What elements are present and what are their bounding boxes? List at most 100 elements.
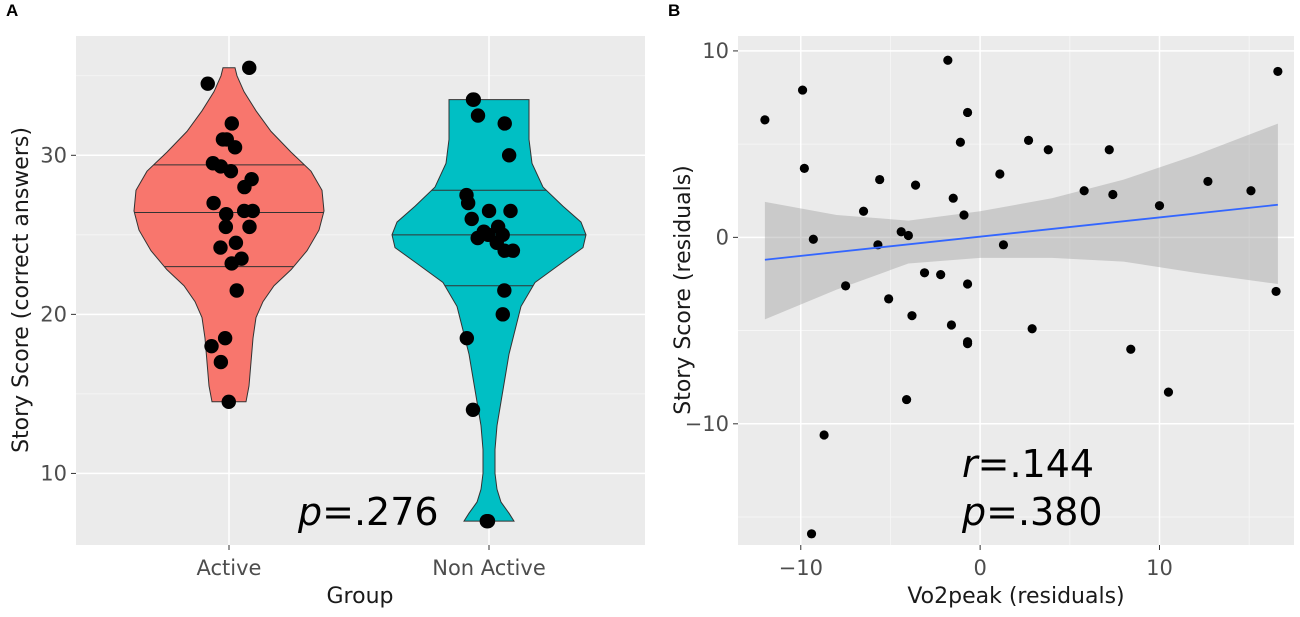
panel-b-r-symbol: r bbox=[962, 442, 980, 486]
panel-b-r-number: =.144 bbox=[978, 442, 1094, 486]
data-point bbox=[459, 331, 475, 346]
x-tick-label: 10 bbox=[1146, 556, 1173, 580]
data-point bbox=[998, 240, 1009, 250]
data-point bbox=[1203, 176, 1213, 187]
data-point bbox=[236, 203, 252, 219]
data-point bbox=[460, 195, 476, 211]
data-point bbox=[495, 307, 510, 322]
panel-b-r-value: r=.144 bbox=[962, 442, 1094, 486]
panel-b-y-ticks: −10 0 10 bbox=[685, 39, 738, 436]
panel-b-p-symbol: p bbox=[961, 490, 986, 534]
data-point bbox=[219, 206, 234, 222]
panel-a-p-symbol: p bbox=[297, 490, 322, 534]
panel-a-letter: A bbox=[6, 1, 18, 20]
x-tick-label: 0 bbox=[973, 556, 986, 580]
y-tick-label: 0 bbox=[716, 225, 729, 249]
panel-a-p-value: p=.276 bbox=[297, 490, 439, 534]
data-point bbox=[466, 92, 482, 107]
data-point bbox=[875, 174, 885, 185]
panel-a-x-axis-title: Group bbox=[327, 584, 394, 609]
data-point bbox=[799, 163, 809, 173]
data-point bbox=[204, 338, 219, 354]
y-tick-label: −10 bbox=[685, 412, 729, 436]
data-point bbox=[497, 243, 512, 258]
data-point bbox=[959, 210, 969, 220]
data-point bbox=[465, 402, 481, 417]
x-tick-label: Non Active bbox=[432, 556, 546, 580]
panel-b-y-axis-title: Story Score (residuals) bbox=[671, 165, 696, 415]
x-tick-label: Active bbox=[197, 556, 262, 580]
data-point bbox=[907, 311, 917, 321]
data-point bbox=[242, 60, 257, 76]
data-point bbox=[1023, 135, 1034, 146]
data-point bbox=[1246, 186, 1256, 196]
data-point bbox=[200, 76, 215, 91]
data-point bbox=[218, 219, 234, 235]
y-tick-label: 10 bbox=[40, 461, 67, 485]
data-point bbox=[819, 430, 829, 440]
data-point bbox=[1104, 145, 1114, 155]
data-point bbox=[229, 283, 244, 298]
panel-b: B −10 0 10 −10 0 10 Vo2peak (residuals) Stor… bbox=[668, 1, 1294, 609]
violin-active bbox=[133, 67, 325, 403]
data-point bbox=[217, 331, 233, 346]
data-point bbox=[919, 268, 930, 278]
data-point bbox=[503, 203, 518, 219]
data-point bbox=[962, 107, 973, 118]
data-point bbox=[946, 320, 957, 330]
data-point bbox=[223, 164, 239, 179]
data-point bbox=[206, 195, 221, 211]
data-point bbox=[995, 169, 1005, 179]
data-point bbox=[228, 235, 244, 250]
data-point bbox=[797, 85, 808, 95]
data-point bbox=[1043, 145, 1053, 155]
data-point bbox=[1079, 186, 1089, 196]
data-point bbox=[841, 281, 851, 291]
data-point bbox=[470, 230, 485, 246]
panel-a-y-axis-title: Story Score (correct answers) bbox=[9, 127, 34, 453]
data-point bbox=[962, 339, 973, 349]
data-point bbox=[903, 230, 913, 241]
data-point bbox=[213, 354, 229, 370]
y-tick-label: 30 bbox=[40, 143, 67, 167]
data-point bbox=[884, 294, 894, 304]
panel-a-y-ticks: 10 20 30 bbox=[40, 143, 76, 485]
data-point bbox=[480, 513, 496, 529]
panel-b-p-number: =.380 bbox=[986, 490, 1102, 534]
panel-b-p-value: p=.380 bbox=[961, 490, 1103, 534]
panel-a: A 10 20 30 Active Non Active Group Story Sc… bbox=[6, 1, 645, 609]
data-point bbox=[1163, 387, 1174, 397]
data-point bbox=[1154, 201, 1165, 211]
data-point bbox=[1271, 286, 1281, 297]
panel-b-confidence-band bbox=[764, 123, 1278, 320]
data-point bbox=[242, 219, 257, 235]
data-point bbox=[896, 227, 906, 237]
panel-b-plot-background bbox=[738, 36, 1294, 545]
data-point bbox=[464, 211, 479, 227]
data-point bbox=[910, 180, 921, 190]
panel-b-x-axis-title: Vo2peak (residuals) bbox=[907, 584, 1124, 609]
y-tick-label: 20 bbox=[40, 302, 67, 326]
data-point bbox=[808, 234, 818, 244]
data-point bbox=[948, 193, 958, 203]
data-point bbox=[1273, 66, 1283, 77]
panel-b-regression-line bbox=[764, 203, 1278, 261]
panel-b-letter: B bbox=[668, 1, 680, 20]
panel-a-plot-background bbox=[76, 36, 645, 545]
panel-b-gridlines bbox=[738, 36, 1294, 545]
data-point bbox=[1126, 344, 1136, 354]
data-point bbox=[497, 283, 512, 298]
regression-line bbox=[764, 203, 1278, 261]
confidence-band-area bbox=[764, 123, 1278, 320]
panel-b-x-ticks: −10 0 10 bbox=[779, 545, 1173, 580]
data-point bbox=[1027, 324, 1037, 334]
panel-b-points bbox=[760, 55, 1283, 539]
panel-a-x-ticks: Active Non Active bbox=[197, 545, 546, 580]
data-point bbox=[227, 140, 243, 155]
panel-a-points bbox=[200, 60, 521, 529]
data-point bbox=[955, 137, 966, 147]
data-point bbox=[221, 394, 236, 410]
data-point bbox=[962, 279, 973, 289]
data-point bbox=[501, 148, 517, 163]
data-point bbox=[936, 270, 946, 280]
